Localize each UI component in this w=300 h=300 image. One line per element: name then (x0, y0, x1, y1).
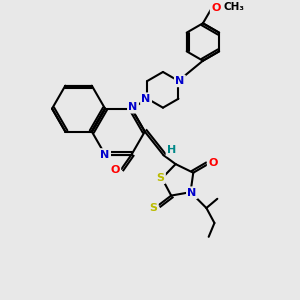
Text: S: S (149, 203, 157, 213)
Text: O: O (208, 158, 218, 168)
Text: CH₃: CH₃ (223, 2, 244, 12)
Text: S: S (157, 173, 164, 183)
Text: N: N (100, 149, 110, 160)
Text: O: O (211, 3, 220, 13)
Text: N: N (188, 188, 196, 198)
Text: N: N (175, 76, 184, 86)
Text: N: N (128, 102, 138, 112)
Text: H: H (167, 145, 176, 155)
Text: O: O (110, 165, 120, 176)
Text: N: N (141, 94, 151, 104)
